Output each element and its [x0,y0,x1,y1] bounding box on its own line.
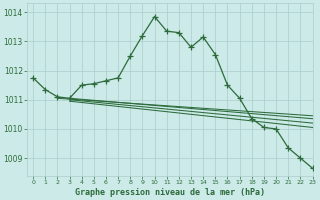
X-axis label: Graphe pression niveau de la mer (hPa): Graphe pression niveau de la mer (hPa) [75,188,265,197]
